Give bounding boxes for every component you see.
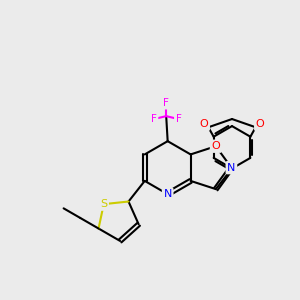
Text: F: F	[176, 114, 182, 124]
Text: N: N	[164, 189, 172, 199]
Text: O: O	[200, 119, 208, 129]
Text: S: S	[100, 199, 107, 209]
Text: F: F	[151, 114, 157, 124]
Text: O: O	[256, 119, 265, 129]
Text: F: F	[163, 98, 169, 108]
Text: O: O	[212, 141, 220, 151]
Text: N: N	[227, 163, 236, 173]
